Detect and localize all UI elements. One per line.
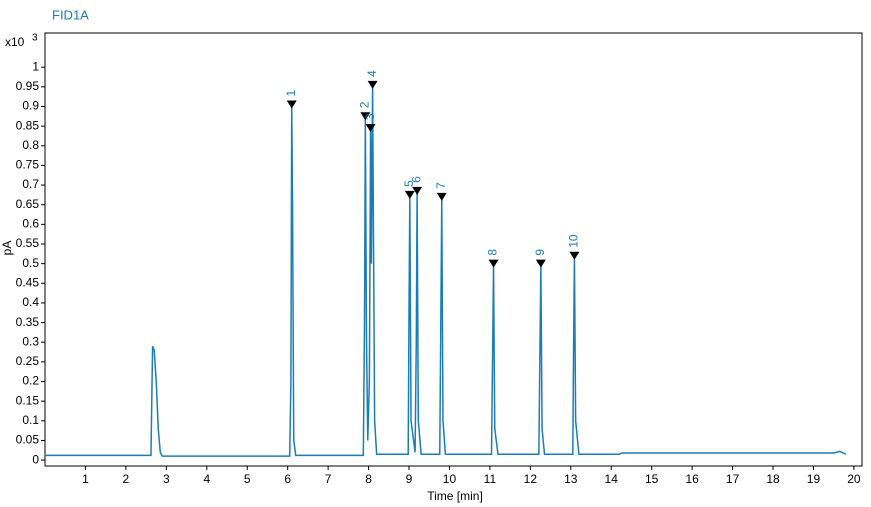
y-tick-label: 0.95 [16,79,40,93]
y-multiplier-exponent: 3 [32,33,38,44]
peak-label: 10 [567,234,581,248]
peak-label: 6 [409,176,423,183]
peak-marker [286,100,297,109]
x-tick-label: 19 [807,472,821,486]
x-tick-label: 7 [325,472,332,486]
peak-label: 1 [284,89,298,96]
x-tick-label: 13 [564,472,578,486]
plot-frame [44,32,863,467]
y-multiplier: x10 [5,35,25,49]
y-tick-label: 0.05 [16,433,40,447]
y-tick-label: 0.65 [16,197,40,211]
x-tick-label: 15 [645,472,659,486]
y-tick-label: 0.6 [22,217,39,231]
y-tick-label: 0.2 [22,374,39,388]
y-tick-label: 0.4 [22,295,39,309]
x-axis-label: Time [min] [427,489,483,503]
y-tick-label: 0.25 [16,354,40,368]
x-tick-label: 11 [484,472,497,486]
peak-label: 5 [402,180,416,187]
y-tick-label: 0.55 [16,236,40,250]
x-tick-label: 5 [244,472,251,486]
peak-label: 2 [358,101,372,108]
peak-marker [412,186,423,195]
x-tick-label: 9 [406,472,413,486]
y-tick-label: 0.7 [22,177,39,191]
peak-marker [569,251,580,260]
x-tick-label: 3 [163,472,170,486]
peak-label: 3 [363,113,377,120]
y-tick-label: 0.45 [16,275,40,289]
x-tick-label: 10 [443,472,457,486]
y-tick-label: 0.3 [22,334,39,348]
y-tick-label: 0.8 [22,138,39,152]
y-tick-label: 0 [32,452,39,466]
peak-marker [365,124,376,133]
peak-marker [367,80,378,89]
y-tick-label: 0.75 [16,158,40,172]
y-tick-label: 0.35 [16,315,40,329]
y-tick-label: 0.15 [16,393,40,407]
peak-marker [360,112,371,121]
peak-marker [436,192,447,201]
x-tick-label: 14 [605,472,619,486]
x-tick-label: 20 [847,472,861,486]
y-tick-label: 0.5 [22,256,39,270]
y-axis-label: pA [0,241,14,256]
x-tick-label: 4 [203,472,210,486]
peak-marker [535,259,546,268]
peak-label: 9 [533,249,547,256]
x-tick-label: 1 [82,472,89,486]
chromatogram-trace [45,86,847,457]
y-tick-label: 0.85 [16,118,40,132]
peak-marker [404,190,415,199]
x-tick-label: 17 [726,472,740,486]
peak-label: 7 [434,182,448,189]
x-tick-label: 16 [685,472,699,486]
peak-marker [488,259,499,268]
y-tick-label: 1 [32,59,39,73]
x-tick-label: 2 [123,472,130,486]
chart-title: FID1A [52,7,89,22]
x-tick-label: 18 [766,472,780,486]
x-tick-label: 6 [284,472,291,486]
peak-label: 4 [365,70,379,77]
y-tick-label: 0.9 [22,99,39,113]
x-tick-label: 12 [524,472,538,486]
x-tick-label: 8 [365,472,372,486]
peak-label: 8 [486,249,500,256]
y-tick-label: 0.1 [22,413,39,427]
